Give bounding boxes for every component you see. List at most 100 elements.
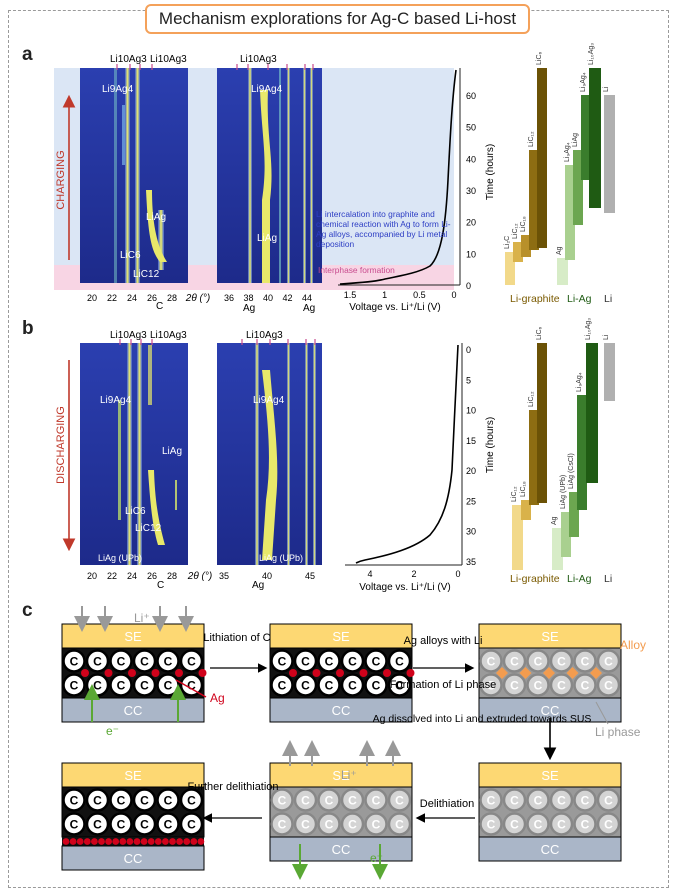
c-cell-5-c-1-0: C [278,818,287,832]
c-cell-2-c-1-2: C [325,679,334,693]
c-cell-1-c-1-1: C [93,679,102,693]
a-xtick-left-1: 22 [107,293,117,303]
b-peak-c: C [157,580,164,591]
a-peak-c: C [156,301,163,312]
b-ttick-6: 30 [466,527,476,537]
c-cell-4-c-0-3: C [557,794,566,808]
c-cell-4-cc-label: CC [541,842,560,857]
b-bar-8 [586,343,598,483]
a-voltage-label: Voltage vs. Li⁺/Li (V) [349,302,440,313]
a-vtick-0: 1.5 [344,290,357,300]
a-peak-ag1: Ag [243,303,255,314]
b-top-label-1: Li10Ag3 [110,330,147,341]
b-ttick-3: 15 [466,436,476,446]
b-vtick-0: 4 [367,569,372,579]
a-x-ticks-left: 20 22 24 26 28 [87,293,177,303]
c-cell-1-c-0-5: C [187,655,196,669]
c-cell-3-c-1-1: C [510,679,519,693]
c-cell-2-c-0-1: C [301,655,310,669]
a-voltage-ticks: 1.5 1 0.5 0 [344,290,457,300]
c-cell-6-c-0-2: C [117,794,126,808]
c-cell-5-c-1-2: C [325,818,334,832]
c-cell-4-c-0-1: C [510,794,519,808]
c-arrow1-label: Lithiation of C [203,632,270,644]
c-cell-4: SEC C C C C CC C C C C CCC [478,762,622,862]
b-xrd-heatmap-left [80,343,188,565]
a-bar-label-9: Li₁₀Ag₃ [588,43,595,65]
b-xtick-mid-2: 45 [305,571,315,581]
c-cell-1-cc-label: CC [124,703,143,718]
a-peak-li9ag4: Li9Ag4 [102,84,134,95]
c-cell-5-c-1-3: C [348,818,357,832]
a-group-li: Li [604,293,612,305]
a-xtick-mid-1: 38 [243,293,253,303]
a-annotation-pink: Interphase formation [318,266,395,275]
a-bar-9 [589,68,601,208]
b-group-graphite: Li-graphite [510,573,560,585]
c-li-phase-pointer [595,701,609,725]
b-voltage-ticks: 4 2 0 [367,569,460,579]
c-arrow5-label: Further delithiation [187,781,278,793]
b-peak-lic6: LiC6 [125,506,146,517]
a-bar-3 [529,150,539,250]
c-cell-2-se-label: SE [332,629,350,644]
b-bar-9 [604,343,615,401]
c-cell-6-c-1-1: C [93,818,102,832]
b-peak-liag-upb-mid: LiAg (UPb) [259,553,303,563]
b-bar-label-2: LiC₁₂ [528,391,535,407]
a-xtick-left-2: 24 [127,293,137,303]
c-cell-4-c-1-5: C [604,818,613,832]
c-cell-1-c-1-2: C [117,679,126,693]
b-ttick-2: 10 [466,406,476,416]
panel-label-a: a [22,44,33,65]
a-ttick-3: 30 [466,186,476,196]
b-x-ticks-left: 20 22 24 26 28 [87,571,177,581]
b-x-axis-label: 2θ (°) [187,571,212,582]
b-voltage-label: Voltage vs. Li⁺/Li (V) [359,582,450,593]
c-cell-6-c-0-1: C [93,794,102,808]
b-time-label: Time (hours) [485,417,496,473]
a-bar-2 [521,235,531,257]
a-bar-7 [573,150,583,225]
c-cell-1-c-1-0: C [70,679,79,693]
a-top-label-1: Li10Ag3 [110,54,147,65]
a-ttick-4: 40 [466,154,476,164]
b-bar-label-6: LiAg (CsCl) [568,453,575,489]
c-cell-2-c-1-3: C [348,679,357,693]
c-e-minus-2: e⁻ [370,851,383,865]
c-cell-1-c-1-4: C [164,679,173,693]
b-bar-2 [529,410,539,505]
a-time-ticks: 0 10 20 30 40 50 60 [466,91,476,291]
c-cell-4-c-1-2: C [534,818,543,832]
a-bar-label-1: LiC₁₂ [512,223,519,239]
c-cell-5-cc-label: CC [332,842,351,857]
c-cell-4-c-0-0: C [487,794,496,808]
c-cell-5-c-0-2: C [325,794,334,808]
c-cell-1: SEC C C C C CC C C C C CCC [61,623,207,723]
panel-label-c: c [22,600,33,621]
c-arrow3-label: Ag dissolved into Li and extruded toward… [373,713,592,725]
c-cell-4-c-0-4: C [581,794,590,808]
a-bar-1 [513,242,523,262]
b-group-liag: Li-Ag [567,573,592,585]
c-ag-label: Ag [210,691,225,705]
a-xtick-mid-2: 40 [263,293,273,303]
b-bar-1 [521,500,531,520]
b-xtick-left-0: 20 [87,571,97,581]
c-cell-3-c-0-2: C [534,655,543,669]
b-top-label-mid: Li10Ag3 [246,330,283,341]
c-cell-1-se-label: SE [124,629,142,644]
c-li-phase-label: Li phase [595,725,641,739]
c-cell-1-c-0-0: C [70,655,79,669]
a-vtick-1: 1 [382,290,387,300]
b-vtick-1: 2 [411,569,416,579]
c-cell-6-c-0-5: C [187,794,196,808]
c-cell-5-c-0-4: C [372,794,381,808]
c-cell-5: SEC C C C C CC C C C C CCC [269,762,413,862]
figure-title: Mechanism explorations for Ag-C based Li… [145,4,530,34]
a-peak-lic6: LiC6 [120,250,141,261]
a-group-graphite: Li-graphite [510,293,560,305]
b-ref-ticks [119,339,316,345]
a-bar-label-7: LiAg [572,133,579,147]
